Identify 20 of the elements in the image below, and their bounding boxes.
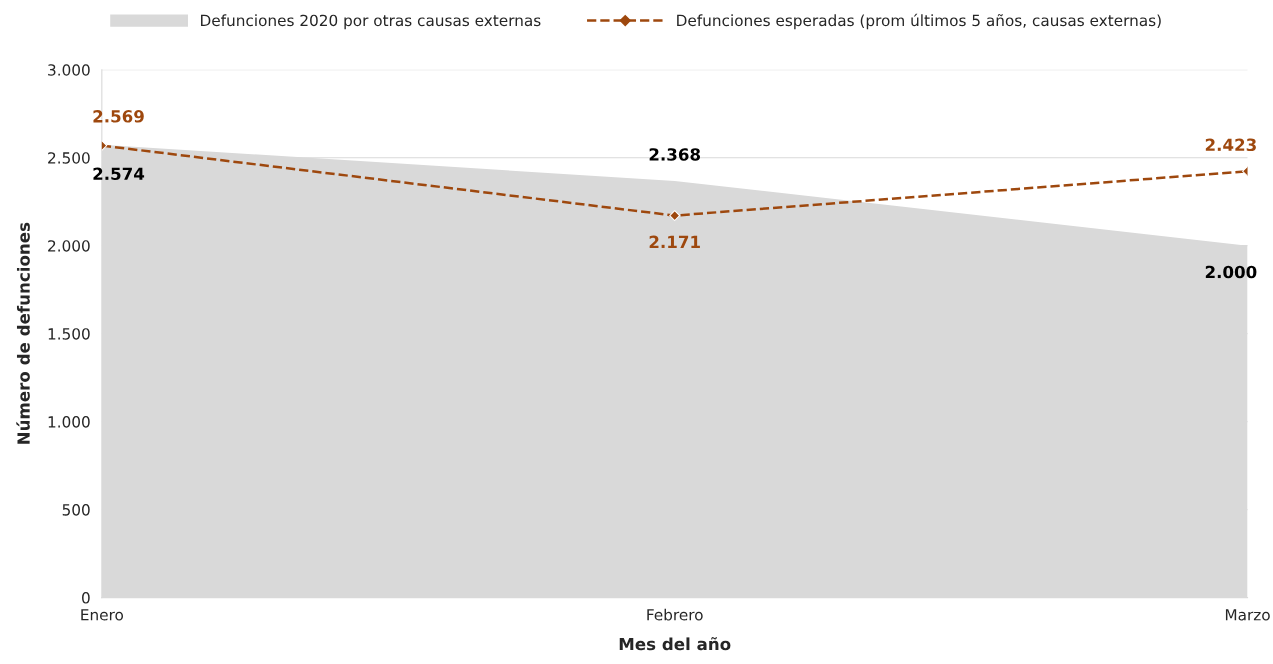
x-axis-title: Mes del año xyxy=(619,637,731,651)
legend-label: Defunciones esperadas (prom últimos 5 años, causas externas) xyxy=(677,13,1161,30)
x-tick-label: Febrero xyxy=(647,608,703,621)
y-tick-label: 2.000 xyxy=(48,240,90,252)
data-label: 2.423 xyxy=(1205,138,1256,152)
data-label: 2.368 xyxy=(649,148,701,161)
y-tick-label: 500 xyxy=(62,504,90,516)
y-tick-label: 0 xyxy=(82,592,90,604)
legend-label: Defunciones 2020 por otras causas externas xyxy=(201,14,541,30)
data-label: 2.000 xyxy=(1205,265,1257,279)
data-label: 2.569 xyxy=(93,110,144,123)
data-label: 2.171 xyxy=(649,235,700,248)
x-tick-label: Enero xyxy=(81,609,124,621)
y-tick-label: 2.500 xyxy=(48,152,90,164)
y-tick-label: 3.000 xyxy=(48,64,90,76)
x-tick-label: Marzo xyxy=(1225,609,1270,621)
data-label: 2.574 xyxy=(93,167,145,181)
y-tick-label: 1.000 xyxy=(48,416,90,428)
y-tick-label: 1.500 xyxy=(48,328,90,340)
y-axis-title: Número de defunciones xyxy=(16,222,30,444)
